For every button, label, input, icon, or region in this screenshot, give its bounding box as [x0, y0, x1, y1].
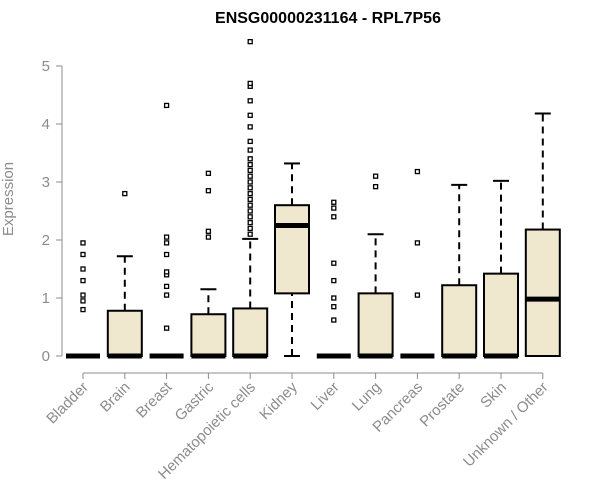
outlier-point — [331, 199, 337, 205]
box-liver — [316, 199, 351, 359]
y-tick-label: 4 — [42, 116, 50, 133]
outlier-point — [247, 112, 253, 118]
outlier-point — [247, 156, 253, 162]
outlier-point — [247, 138, 253, 145]
y-tick-label: 0 — [42, 348, 50, 365]
box-skin — [483, 179, 519, 359]
outlier-point — [331, 214, 337, 220]
outlier-point — [80, 292, 86, 298]
box-body — [232, 307, 269, 358]
x-tick-label: Breast — [133, 378, 176, 421]
outlier-point — [247, 124, 253, 130]
box-unknown-other — [524, 112, 561, 357]
outlier-point — [247, 196, 253, 203]
outlier-point — [331, 260, 337, 266]
y-tick-label: 1 — [42, 290, 50, 307]
outlier-point — [414, 292, 421, 298]
outlier-point — [247, 161, 253, 168]
outlier-point — [80, 306, 86, 313]
y-tick-label: 5 — [42, 58, 50, 75]
outlier-point — [163, 240, 170, 246]
outlier-point — [247, 38, 253, 45]
box-lung — [357, 173, 394, 359]
outlier-point — [247, 202, 253, 208]
chart-title: ENSG00000231164 - RPL7P56 — [215, 10, 441, 27]
outlier-point — [163, 325, 170, 331]
x-tick-label: Liver — [308, 379, 343, 414]
box-body — [524, 228, 561, 357]
outlier-point — [122, 190, 128, 197]
box-body — [106, 309, 143, 358]
outlier-point — [163, 269, 170, 275]
box-prostate — [441, 183, 478, 359]
x-tick-label: Kidney — [256, 378, 301, 423]
outlier-point — [163, 234, 170, 240]
outlier-point — [247, 173, 253, 179]
outlier-point — [163, 251, 170, 258]
outlier-point — [247, 98, 253, 104]
outlier-point — [80, 240, 86, 246]
outlier-point — [372, 173, 379, 179]
box-bladder — [66, 240, 100, 359]
outlier-point — [414, 240, 421, 246]
box-pancreas — [400, 168, 435, 359]
outlier-point — [80, 266, 86, 272]
outlier-point — [331, 317, 337, 323]
outlier-point — [80, 277, 86, 284]
outlier-point — [247, 147, 253, 153]
outlier-point — [80, 251, 86, 258]
outlier-point — [163, 292, 170, 298]
x-tick-label: Prostate — [416, 379, 468, 431]
outlier-point — [247, 185, 253, 191]
box-series — [66, 38, 561, 359]
box-kidney — [274, 162, 310, 357]
outlier-point — [331, 277, 337, 284]
y-axis: 0 1 2 3 4 5 — [42, 58, 63, 365]
outlier-point — [205, 188, 212, 194]
box-breast — [149, 102, 184, 359]
box-body — [483, 272, 519, 358]
box-body — [441, 284, 478, 357]
outlier-point — [331, 304, 337, 310]
x-tick-label: Bladder — [43, 379, 92, 428]
box-gastric — [190, 170, 227, 359]
outlier-point — [205, 170, 212, 176]
outlier-point — [414, 168, 421, 175]
outlier-point — [247, 179, 253, 185]
x-tick-label: Brain — [97, 379, 134, 416]
outlier-point — [205, 228, 212, 234]
outlier-point — [247, 208, 253, 214]
box-body — [357, 292, 394, 357]
box-brain — [106, 190, 143, 359]
outlier-point — [163, 283, 170, 290]
box-body — [274, 204, 310, 295]
outlier-point — [331, 205, 337, 211]
box-hematopoietic-cells — [232, 38, 269, 359]
outlier-point — [247, 80, 253, 87]
y-tick-label: 3 — [42, 174, 50, 191]
outlier-point — [247, 190, 253, 197]
outlier-point — [80, 298, 86, 304]
outlier-point — [372, 183, 379, 190]
outlier-point — [331, 295, 337, 301]
y-axis-label: Expression — [0, 162, 17, 236]
outlier-point — [247, 231, 253, 237]
outlier-point — [247, 167, 253, 174]
outlier-point — [247, 225, 253, 232]
box-body — [190, 313, 227, 357]
y-tick-label: 2 — [42, 232, 50, 249]
x-tick-label: Skin — [477, 379, 510, 412]
outlier-point — [247, 219, 253, 226]
outlier-point — [247, 214, 253, 220]
x-tick-label: Lung — [349, 379, 385, 415]
outlier-point — [163, 102, 170, 109]
outlier-point — [205, 234, 212, 240]
